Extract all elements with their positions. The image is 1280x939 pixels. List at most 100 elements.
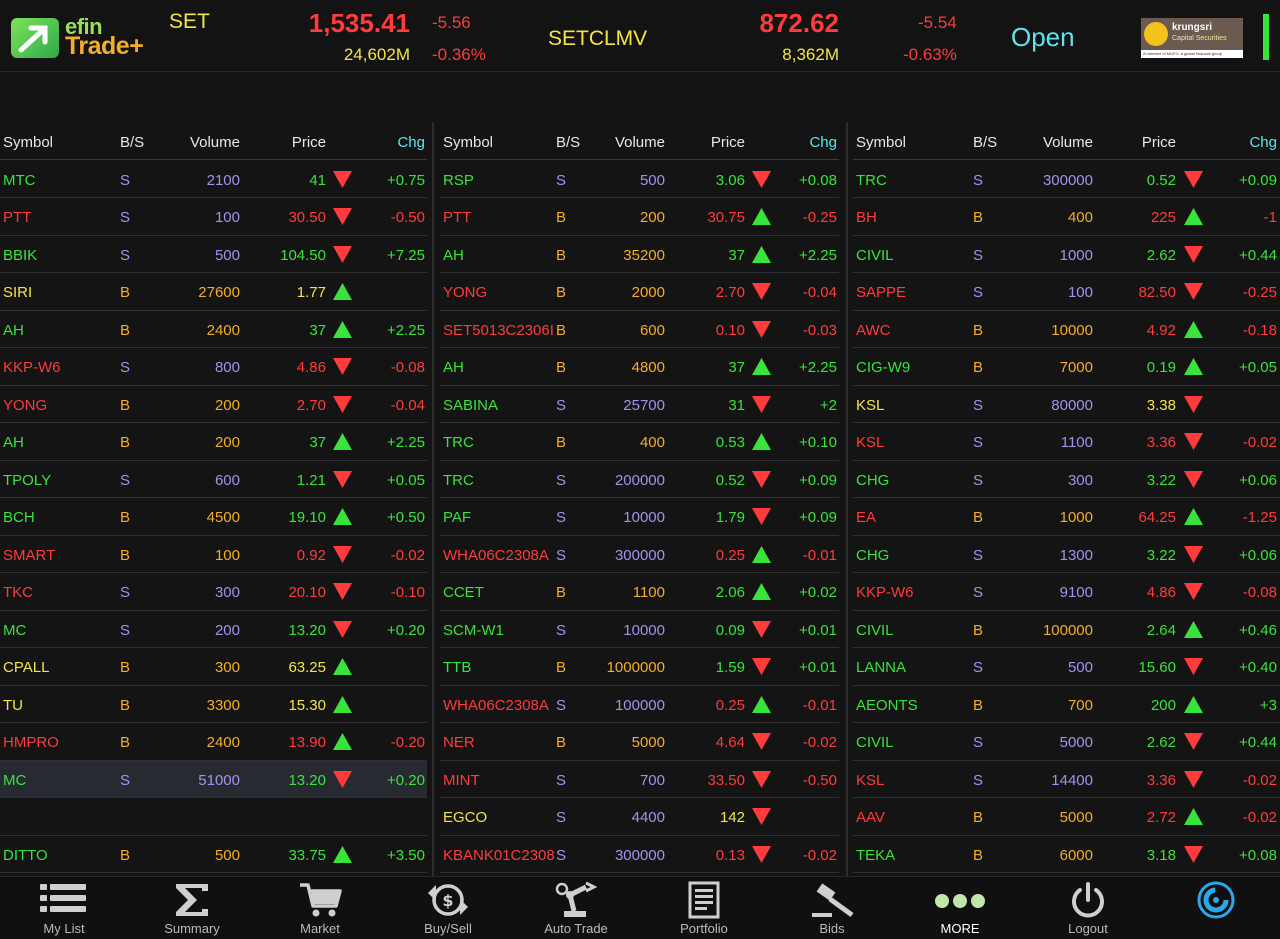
table-row[interactable]: BH B 400 225 -1 — [853, 198, 1280, 236]
symbol-cell[interactable]: BBIK — [3, 246, 38, 264]
table-row[interactable]: CIG-W9 B 7000 0.19 +0.05 — [853, 348, 1280, 386]
table-row[interactable]: BBIK S 500 104.50 +7.25 — [0, 236, 427, 273]
table-row[interactable]: PTT B 200 30.75 -0.25 — [440, 198, 839, 236]
column-header-price[interactable]: Price — [1141, 134, 1176, 151]
symbol-cell[interactable]: CIVIL — [856, 621, 894, 639]
symbol-cell[interactable]: WHA06C2308A — [443, 696, 549, 714]
symbol-cell[interactable]: SAPPE — [856, 284, 907, 301]
table-row[interactable]: AH B 35200 37 +2.25 — [440, 236, 839, 273]
column-header-volume[interactable]: Volume — [614, 134, 665, 151]
table-row[interactable]: TRC B 400 0.53 +0.10 — [440, 423, 839, 461]
table-row[interactable]: BCH B 4500 19.10 +0.50 — [0, 498, 427, 536]
symbol-cell[interactable]: MTC — [3, 171, 36, 189]
column-header-symbol[interactable]: Symbol — [3, 134, 54, 151]
table-row[interactable]: TU B 3300 15.30 — [0, 686, 427, 723]
symbol-cell[interactable]: LANNA — [856, 659, 907, 676]
nav-summary-button[interactable]: Summary — [128, 877, 256, 939]
symbol-cell[interactable]: TEKA — [856, 846, 896, 864]
symbol-cell[interactable]: SCM-W1 — [443, 621, 504, 639]
symbol-cell[interactable]: WHA06C2308A — [443, 546, 549, 564]
symbol-cell[interactable]: AWC — [856, 321, 891, 339]
symbol-cell[interactable]: MC — [3, 771, 27, 789]
symbol-cell[interactable]: TKC — [3, 584, 33, 601]
symbol-cell[interactable]: CIG-W9 — [856, 359, 911, 376]
setclmv-index-name[interactable]: SETCLMV — [548, 27, 648, 50]
table-row[interactable]: SIRI B 27600 1.77 — [0, 273, 427, 311]
table-row[interactable]: KSL S 14400 3.36 -0.02 — [853, 761, 1280, 798]
symbol-cell[interactable]: KBANK01C2308T — [443, 846, 555, 864]
symbol-cell[interactable]: KSL — [856, 396, 885, 414]
nav-portfolio-button[interactable]: Portfolio — [640, 877, 768, 939]
symbol-cell[interactable]: TTB — [443, 659, 472, 676]
table-row[interactable]: KKP-W6 S 9100 4.86 -0.08 — [853, 573, 1280, 611]
column-header-bs[interactable]: B/S — [556, 134, 581, 151]
set-index-name[interactable]: SET — [169, 10, 210, 33]
column-header-bs[interactable]: B/S — [973, 134, 998, 151]
table-row[interactable]: WHA06C2308A S 300000 0.25 -0.01 — [440, 536, 839, 573]
symbol-cell[interactable]: DITTO — [3, 846, 48, 864]
table-row[interactable] — [0, 798, 427, 836]
table-row[interactable]: MINT S 700 33.50 -0.50 — [440, 761, 839, 798]
symbol-cell[interactable]: TPOLY — [3, 471, 52, 489]
column-header-chg[interactable]: Chg — [1249, 134, 1277, 151]
nav-market-button[interactable]: Market — [256, 877, 384, 939]
table-row[interactable]: KSL S 1100 3.36 -0.02 — [853, 423, 1280, 461]
table-row[interactable]: TTB B 1000000 1.59 +0.01 — [440, 648, 839, 686]
symbol-cell[interactable]: RSP — [443, 171, 474, 189]
symbol-cell[interactable]: AH — [3, 321, 24, 339]
table-row[interactable]: KBANK01C2308T S 300000 0.13 -0.02 — [440, 836, 839, 873]
symbol-cell[interactable]: AAV — [856, 809, 885, 826]
symbol-cell[interactable]: TRC — [443, 471, 474, 489]
symbol-cell[interactable]: SMART — [3, 546, 56, 564]
table-row[interactable]: MC S 200 13.20 +0.20 — [0, 611, 427, 648]
symbol-cell[interactable]: MC — [3, 621, 27, 639]
symbol-cell[interactable]: KSL — [856, 771, 885, 789]
symbol-cell[interactable]: YONG — [3, 396, 48, 414]
symbol-cell[interactable]: CHG — [856, 471, 890, 489]
table-row[interactable]: PTT S 100 30.50 -0.50 — [0, 198, 427, 236]
table-row[interactable]: RSP S 500 3.06 +0.08 — [440, 161, 839, 198]
nav-auto-trade-button[interactable]: Auto Trade — [512, 877, 640, 939]
table-row[interactable]: YONG B 2000 2.70 -0.04 — [440, 273, 839, 311]
table-row[interactable]: TKC S 300 20.10 -0.10 — [0, 573, 427, 611]
table-row[interactable]: YONG B 200 2.70 -0.04 — [0, 386, 427, 423]
table-row[interactable]: SMART B 100 0.92 -0.02 — [0, 536, 427, 573]
table-row[interactable]: AAV B 5000 2.72 -0.02 — [853, 798, 1280, 836]
table-row[interactable]: NER B 5000 4.64 -0.02 — [440, 723, 839, 761]
column-header-volume[interactable]: Volume — [1042, 134, 1093, 151]
table-row[interactable]: CIVIL S 5000 2.62 +0.44 — [853, 723, 1280, 761]
symbol-cell[interactable]: PAF — [443, 509, 472, 526]
table-row[interactable]: HMPRO B 2400 13.90 -0.20 — [0, 723, 427, 761]
table-row[interactable]: AH B 200 37 +2.25 — [0, 423, 427, 461]
table-row[interactable]: PAF S 10000 1.79 +0.09 — [440, 498, 839, 536]
table-row[interactable]: SET5013C2306I B 600 0.10 -0.03 — [440, 311, 839, 348]
table-row[interactable]: AWC B 10000 4.92 -0.18 — [853, 311, 1280, 348]
symbol-cell[interactable]: TRC — [856, 171, 887, 189]
symbol-cell[interactable]: NER — [443, 734, 475, 751]
table-row[interactable]: CIVIL S 1000 2.62 +0.44 — [853, 236, 1280, 273]
nav-bids-button[interactable]: Bids — [768, 877, 896, 939]
symbol-cell[interactable]: AH — [443, 359, 464, 376]
table-row[interactable]: AEONTS B 700 200 +3 — [853, 686, 1280, 723]
table-row[interactable]: TRC S 200000 0.52 +0.09 — [440, 461, 839, 498]
symbol-cell[interactable]: BCH — [3, 509, 35, 526]
symbol-cell[interactable]: CIVIL — [856, 734, 894, 751]
column-header-chg[interactable]: Chg — [809, 134, 837, 151]
symbol-cell[interactable]: SIRI — [3, 284, 33, 301]
nav-more-button[interactable]: MORE — [896, 877, 1024, 939]
table-row[interactable]: KKP-W6 S 800 4.86 -0.08 — [0, 348, 427, 386]
symbol-cell[interactable]: SABINA — [443, 396, 499, 414]
table-row[interactable]: CHG S 300 3.22 +0.06 — [853, 461, 1280, 498]
table-row[interactable]: CHG S 1300 3.22 +0.06 — [853, 536, 1280, 573]
column-header-chg[interactable]: Chg — [397, 134, 425, 151]
column-header-price[interactable]: Price — [291, 134, 326, 151]
table-row[interactable]: AH B 2400 37 +2.25 — [0, 311, 427, 348]
column-header-volume[interactable]: Volume — [189, 134, 240, 151]
symbol-cell[interactable]: TRC — [443, 434, 474, 451]
table-row[interactable]: TEKA B 6000 3.18 +0.08 — [853, 836, 1280, 873]
symbol-cell[interactable]: MINT — [443, 771, 480, 789]
symbol-cell[interactable]: KKP-W6 — [856, 584, 914, 601]
symbol-cell[interactable]: CIVIL — [856, 246, 894, 264]
table-row[interactable]: CIVIL B 100000 2.64 +0.46 — [853, 611, 1280, 648]
table-row[interactable]: EA B 1000 64.25 -1.25 — [853, 498, 1280, 536]
